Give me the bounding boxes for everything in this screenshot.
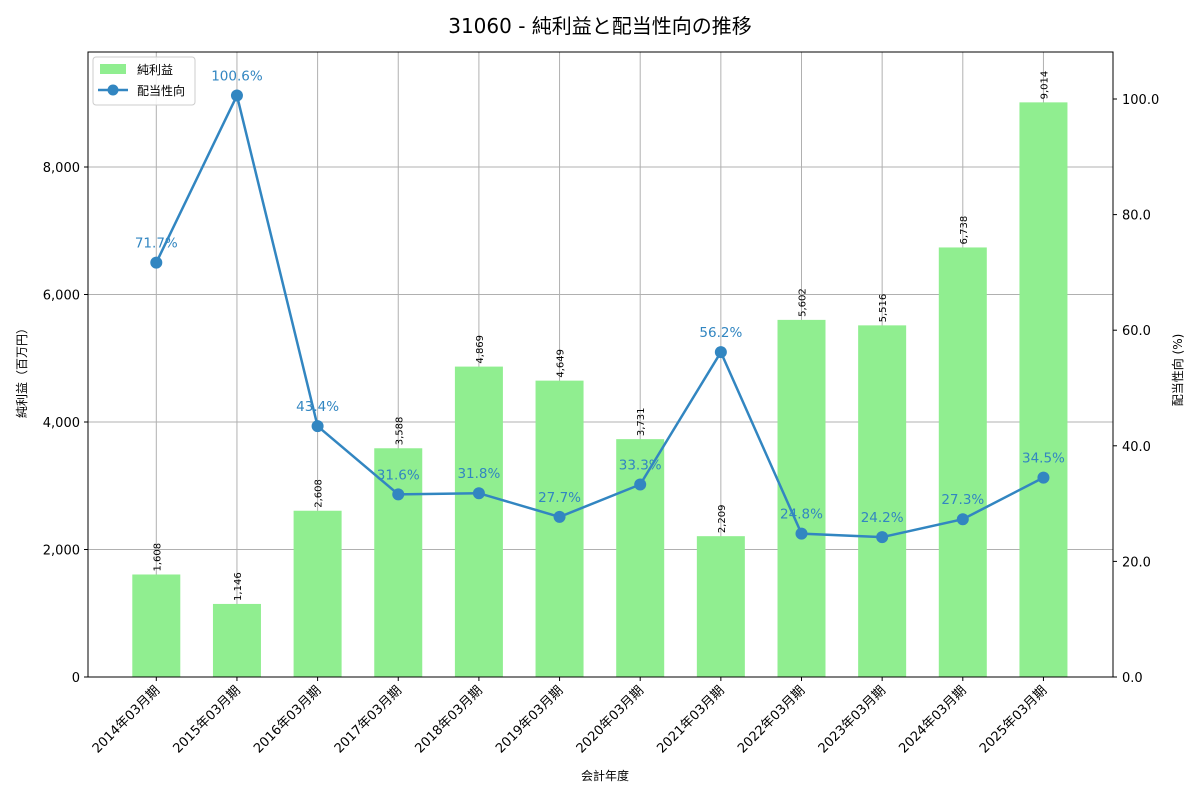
payout-value-label: 27.7% <box>538 490 581 506</box>
bar-value-label: 2,209 <box>717 505 728 534</box>
x-axis: 2014年03月期 2015年03月期 2016年03月期 2017年03月期 2018… <box>90 677 1050 757</box>
left-y-axis-label: 純利益（百万円） <box>15 322 29 418</box>
right-tick-label: 80.0 <box>1122 209 1151 224</box>
bar-value-label: 1,608 <box>152 543 163 572</box>
legend-label-net-income: 純利益 <box>137 63 173 77</box>
right-tick-label: 0.0 <box>1122 671 1143 686</box>
x-tick-label: 2017年03月期 <box>332 683 405 756</box>
bar <box>535 380 584 677</box>
line-marker <box>472 487 485 500</box>
payout-value-label: 31.8% <box>457 466 500 482</box>
x-tick-label: 2018年03月期 <box>412 683 485 756</box>
bar <box>212 603 261 677</box>
x-tick-label: 2014年03月期 <box>90 683 163 756</box>
bar-series-net-income: 1,608 1,146 2,608 3,588 4,869 4,649 3,731 2,209… <box>132 71 1068 678</box>
payout-value-label: 56.2% <box>699 325 742 341</box>
bar-value-label: 1,146 <box>233 572 244 601</box>
payout-value-label: 71.7% <box>135 236 178 252</box>
line-marker <box>876 531 889 544</box>
right-tick-label: 40.0 <box>1122 440 1151 455</box>
line-marker <box>634 478 647 491</box>
right-tick-label: 100.0 <box>1122 93 1159 108</box>
left-tick-label: 6,000 <box>43 289 80 304</box>
payout-line <box>155 91 1045 539</box>
legend-label-payout-ratio: 配当性向 <box>137 83 185 98</box>
x-tick-label: 2020年03月期 <box>574 683 647 756</box>
line-marker <box>956 513 969 526</box>
x-tick-label: 2024年03月期 <box>896 683 969 756</box>
bar-value-label: 5,516 <box>878 294 889 323</box>
bar-value-label: 4,649 <box>556 349 567 378</box>
line-marker <box>311 420 324 433</box>
x-tick-label: 2022年03月期 <box>735 683 808 756</box>
bar <box>696 536 745 677</box>
payout-value-label: 31.6% <box>377 467 420 483</box>
x-tick-label: 2016年03月期 <box>251 683 324 756</box>
legend-marker-icon <box>107 84 119 96</box>
payout-value-label: 34.5% <box>1022 451 1065 467</box>
right-y-axis-label: 配当性向 (%) <box>1170 334 1185 407</box>
bar-value-label: 2,608 <box>314 479 325 508</box>
bar <box>374 448 423 677</box>
line-marker <box>553 510 566 523</box>
left-tick-label: 2,000 <box>43 544 80 559</box>
bar-value-label: 3,588 <box>394 417 405 446</box>
legend-bar-swatch <box>100 64 126 74</box>
x-tick-label: 2015年03月期 <box>170 683 243 756</box>
right-y-axis: 0.0 20.0 40.0 60.0 80.0 100.0 <box>1113 93 1159 686</box>
left-y-axis: 0 2,000 4,000 6,000 8,000 <box>43 161 88 686</box>
x-tick-label: 2025年03月期 <box>977 683 1050 756</box>
x-tick-label: 2023年03月期 <box>816 683 889 756</box>
payout-value-label: 100.6% <box>211 69 263 85</box>
bar-value-label: 5,602 <box>798 288 809 317</box>
line-marker <box>230 89 243 102</box>
line-marker <box>795 527 808 540</box>
left-tick-label: 8,000 <box>43 161 80 176</box>
bar <box>858 325 907 677</box>
x-axis-label: 会計年度 <box>581 768 629 783</box>
payout-value-label: 24.8% <box>780 507 823 523</box>
line-marker <box>392 488 405 501</box>
left-tick-label: 4,000 <box>43 416 80 431</box>
bar <box>132 574 181 677</box>
right-tick-label: 60.0 <box>1122 324 1151 339</box>
x-tick-label: 2019年03月期 <box>493 683 566 756</box>
chart-title: 31060 - 純利益と配当性向の推移 <box>448 14 752 38</box>
line-marker <box>150 256 163 269</box>
x-tick-label: 2021年03月期 <box>654 683 727 756</box>
bar-value-label: 9,014 <box>1039 71 1050 100</box>
bar <box>616 439 665 677</box>
bar-value-label: 3,731 <box>636 408 647 437</box>
line-marker <box>714 346 727 359</box>
bar <box>293 510 342 677</box>
line-series-payout-ratio: 71.7% 100.6% 43.4% 31.6% 31.8% 27.7% 33.3% 56.2… <box>135 69 1065 544</box>
plot-frame <box>87 51 1114 678</box>
payout-value-label: 43.4% <box>296 399 339 415</box>
line-marker <box>1037 471 1050 484</box>
left-tick-label: 0 <box>72 671 80 686</box>
bar <box>938 247 987 677</box>
bar <box>1019 102 1068 678</box>
bar <box>454 366 503 677</box>
right-tick-label: 20.0 <box>1122 555 1151 570</box>
payout-value-label: 33.3% <box>619 458 662 474</box>
legend: 純利益 配当性向 <box>92 56 196 106</box>
payout-value-label: 27.3% <box>941 492 984 508</box>
payout-value-label: 24.2% <box>861 510 904 526</box>
bar-value-label: 4,869 <box>475 335 486 364</box>
bar-value-label: 6,738 <box>959 216 970 245</box>
